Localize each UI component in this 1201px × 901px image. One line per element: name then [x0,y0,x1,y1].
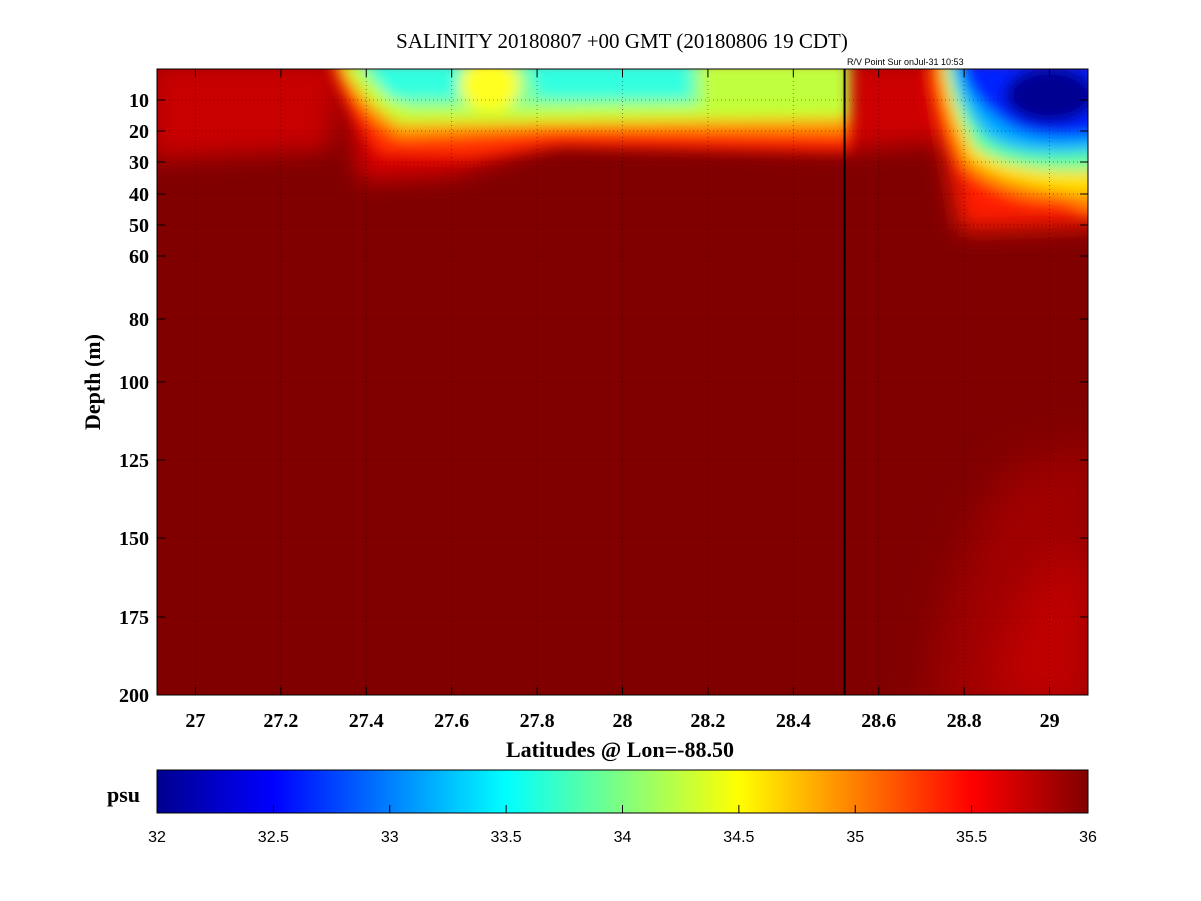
grid-lines [157,69,1088,695]
chart-title: SALINITY 20180807 +00 GMT (20180806 19 C… [396,29,848,53]
x-tick-label: 27.4 [349,710,384,732]
x-tick-labels: 27 27.2 27.4 27.6 27.8 28 28.2 28.4 28.6 28.8 29 [185,710,1059,732]
y-tick-label: 20 [129,121,149,143]
x-tick-label: 27.8 [520,710,555,732]
x-tick-label: 28.6 [861,710,896,732]
y-tick-label: 10 [129,90,149,112]
colorbar-tick-label: 33.5 [491,829,522,846]
x-tick-label: 28 [613,710,633,732]
colorbar-tick-labels: 32 32.5 33 33.5 34 34.5 35 35.5 36 [148,805,1097,846]
x-tick-label: 29 [1040,710,1060,732]
y-tick-labels: 10 20 30 40 50 60 80 100 125 150 175 200 [119,90,149,707]
x-axis-label: Latitudes @ Lon=-88.50 [506,737,734,762]
x-tick-label: 27.6 [434,710,469,732]
colorbar-unit: psu [107,782,140,807]
axis-ticks [157,69,1088,696]
colorbar-tick-label: 35 [846,829,864,846]
surface-fresh-layer [333,69,850,158]
x-tick-label: 27.2 [263,710,298,732]
y-tick-label: 100 [119,372,149,394]
y-tick-label: 150 [119,528,149,550]
x-tick-label: 28.4 [776,710,811,732]
colorbar-tick-label: 33 [381,829,399,846]
x-tick-label: 27 [185,710,205,732]
cruise-annotation: R/V Point Sur onJul-31 10:53 [847,57,964,67]
colorbar-tick-label: 35.5 [956,829,987,846]
y-axis-label: Depth (m) [80,334,105,430]
x-tick-label: 28.8 [947,710,982,732]
y-tick-label: 60 [129,246,149,268]
y-tick-label: 125 [119,450,149,472]
salinity-heatmap [157,69,1088,695]
y-tick-label: 50 [129,215,149,237]
colorbar-tick-label: 34.5 [723,829,754,846]
y-tick-label: 40 [129,184,149,206]
deep-high-salinity-region [930,444,1088,695]
y-tick-label: 175 [119,607,149,629]
y-tick-label: 30 [129,152,149,174]
colorbar-tick-label: 32.5 [258,829,289,846]
y-tick-label: 200 [119,685,149,707]
colorbar-tick-label: 32 [148,829,166,846]
colorbar-tick-label: 36 [1079,829,1097,846]
colorbar-tick-label: 34 [614,829,632,846]
x-tick-label: 28.2 [690,710,725,732]
y-tick-label: 80 [129,309,149,331]
plot-frame [156,68,1089,696]
